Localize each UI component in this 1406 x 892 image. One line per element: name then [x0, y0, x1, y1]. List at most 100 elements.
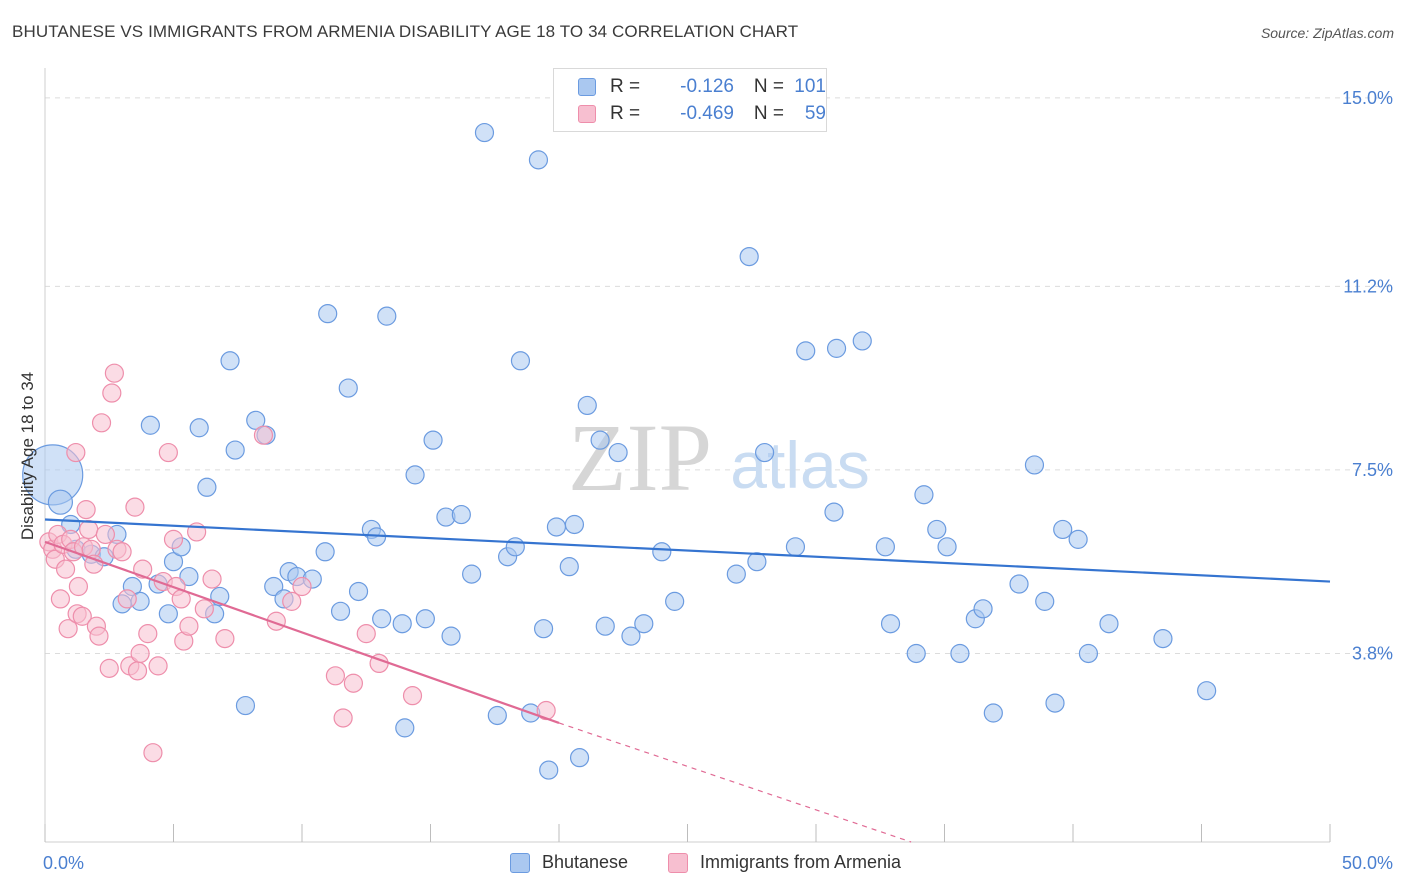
bhutanese-point: [564, 514, 585, 535]
bhutanese-point: [225, 440, 245, 460]
bhutanese-trend-line: [44, 518, 1331, 583]
correlation-legend: R = -0.126 N = 101 R = -0.469 N = 59: [553, 68, 827, 132]
armenia-point: [148, 656, 168, 676]
armenia-point: [127, 661, 148, 681]
bhutanese-point: [235, 695, 256, 716]
bhutanese-point: [824, 502, 844, 522]
armenia-point: [95, 524, 115, 545]
bhutanese-point: [1024, 455, 1045, 475]
armenia-point: [356, 624, 376, 644]
armenia-point: [68, 576, 89, 597]
bhutanese-point: [1053, 519, 1073, 540]
bhutanese-point: [47, 489, 74, 515]
bhutanese-point: [510, 351, 531, 371]
armenia-point: [91, 413, 112, 433]
bhutanese-point: [927, 519, 947, 540]
bhutanese-point: [652, 542, 672, 562]
bhutanese-point: [451, 504, 471, 525]
bhutanese-point: [590, 430, 610, 450]
armenia-point: [333, 708, 353, 728]
bhutanese-point: [330, 601, 351, 621]
trend-lines: [44, 518, 1331, 843]
source-label: Source: ZipAtlas.com: [1260, 25, 1394, 41]
armenia-point: [58, 619, 78, 639]
bhutanese-point: [754, 442, 775, 463]
armenia-trend-line: [44, 540, 560, 724]
bhutanese-point: [1099, 614, 1119, 634]
bhutanese-point: [914, 485, 934, 505]
bhutanese-point: [739, 246, 759, 267]
bhutanese-point: [441, 626, 461, 646]
r-label: R =: [610, 103, 641, 124]
n-label: N =: [753, 103, 784, 124]
y-tick-label: 15.0%: [1342, 88, 1393, 108]
bhutanese-point: [423, 430, 443, 450]
bhutanese-point: [539, 760, 559, 780]
r-value: -0.126: [680, 76, 734, 97]
x-tick-label-max: 50.0%: [1342, 853, 1393, 873]
bhutanese-point: [937, 537, 957, 557]
bhutanese-point: [487, 705, 507, 726]
armenia-point: [202, 569, 222, 589]
chart-title: BHUTANESE VS IMMIGRANTS FROM ARMENIA DIS…: [12, 22, 799, 41]
armenia-point: [215, 628, 235, 649]
y-axis-label: Disability Age 18 to 34: [18, 372, 37, 540]
bhutanese-point: [189, 418, 209, 438]
bhutanese-point: [315, 542, 335, 562]
bhutanese-point: [875, 537, 895, 557]
bhutanese-point: [747, 552, 767, 572]
n-label: N =: [753, 76, 784, 97]
bhutanese-point: [973, 599, 993, 619]
series-legend: Bhutanese Immigrants from Armenia: [0, 852, 1406, 878]
armenia-point: [125, 497, 145, 517]
bhutanese-point: [1197, 681, 1217, 701]
armenia-point: [402, 686, 423, 706]
armenia-point: [138, 624, 158, 644]
armenia-point: [50, 589, 71, 609]
bhutanese-point: [569, 748, 590, 768]
bhutanese-point: [264, 576, 284, 597]
armenia-point: [325, 666, 346, 686]
watermark: ZIP atlas: [568, 404, 870, 511]
bhutanese-point: [163, 552, 184, 572]
bhutanese-point: [474, 122, 495, 143]
bhutanese-point: [318, 304, 338, 324]
legend-label-bhutanese: Bhutanese: [542, 852, 629, 872]
armenia-point: [194, 599, 214, 619]
bhutanese-point: [533, 619, 554, 639]
bhutanese-point: [1009, 574, 1029, 594]
bhutanese-point: [796, 341, 816, 361]
bhutanese-point: [559, 557, 579, 577]
bhutanese-point: [415, 609, 435, 629]
bhutanese-point: [608, 442, 628, 463]
armenia-point: [292, 576, 312, 597]
bhutanese-point: [634, 614, 654, 634]
armenia-point: [179, 616, 199, 636]
armenia-point: [55, 559, 76, 579]
armenia-point: [66, 442, 86, 463]
bhutanese-point: [826, 338, 847, 358]
bhutanese-point: [880, 614, 901, 634]
armenia-point: [282, 591, 302, 611]
bhutanese-point: [338, 378, 358, 398]
legend-label-armenia: Immigrants from Armenia: [700, 852, 902, 872]
bhutanese-point: [348, 581, 369, 602]
bhutanese-point: [1068, 529, 1088, 549]
blue-swatch-icon: [510, 852, 530, 873]
bhutanese-point: [1153, 628, 1173, 649]
armenia-point: [89, 626, 109, 646]
armenia-point: [102, 383, 122, 403]
bhutanese-point: [246, 410, 266, 430]
bhutanese-point: [505, 537, 525, 557]
bhutanese-point: [950, 643, 970, 664]
bhutanese-point: [665, 591, 685, 611]
bhutanese-point: [906, 643, 926, 664]
bhutanese-point: [405, 465, 425, 485]
bhutanese-point: [621, 626, 641, 646]
bhutanese-point: [983, 703, 1003, 723]
pink-swatch-icon: [578, 105, 596, 123]
bhutanese-point: [179, 566, 199, 587]
legend-item-armenia: Immigrants from Armenia: [668, 852, 901, 873]
tick-labels: 3.8% 7.5% 11.2% 15.0% 0.0% 50.0%: [43, 88, 1393, 873]
